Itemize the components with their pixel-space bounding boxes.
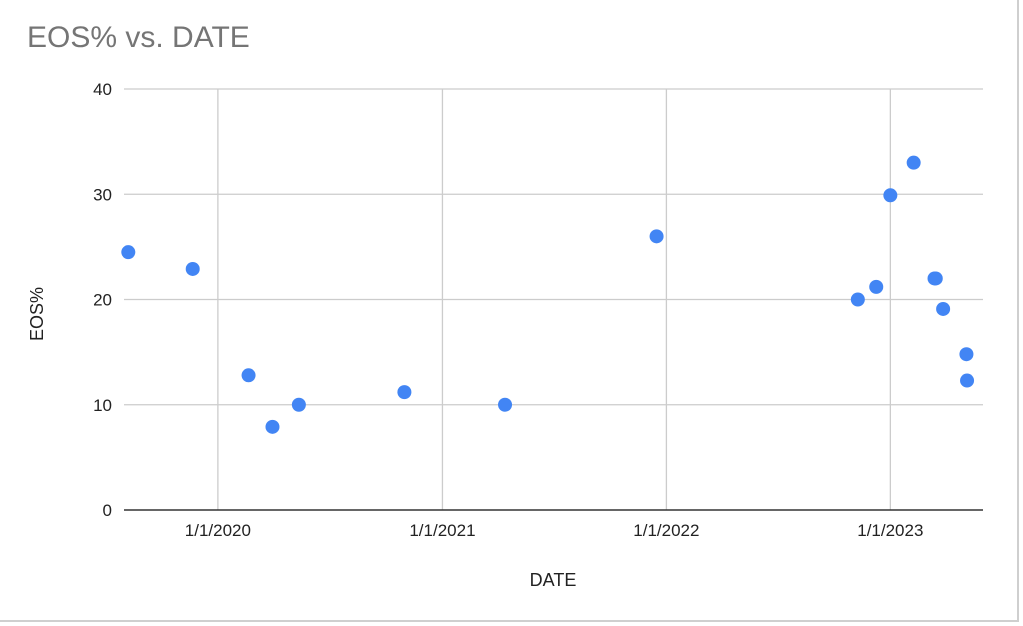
tick-labels: 0 10 20 30 40 1/1/2020 1/1/2021 1/1/2022 1/1/202… bbox=[93, 80, 923, 540]
y-tick-label: 10 bbox=[93, 396, 112, 415]
data-point bbox=[906, 155, 921, 170]
x-tick-label: 1/1/2022 bbox=[633, 521, 699, 540]
data-point bbox=[397, 385, 412, 400]
y-tick-label: 20 bbox=[93, 291, 112, 310]
data-point bbox=[265, 419, 280, 434]
x-tick-label: 1/1/2023 bbox=[857, 521, 923, 540]
data-point bbox=[959, 347, 974, 362]
data-point bbox=[936, 301, 951, 316]
x-tick-label: 1/1/2021 bbox=[409, 521, 475, 540]
data-point bbox=[883, 188, 898, 203]
y-tick-label: 40 bbox=[93, 80, 112, 99]
data-point bbox=[850, 292, 865, 307]
data-point bbox=[498, 397, 513, 412]
data-point bbox=[291, 397, 306, 412]
data-point bbox=[960, 373, 975, 388]
data-points bbox=[121, 155, 975, 434]
grid-lines bbox=[124, 88, 983, 510]
data-point bbox=[185, 261, 200, 276]
data-point bbox=[121, 245, 136, 260]
data-point bbox=[928, 271, 943, 286]
data-point bbox=[649, 229, 664, 244]
x-axis-title: DATE bbox=[530, 570, 577, 590]
chart-title: EOS% vs. DATE bbox=[27, 21, 250, 54]
x-tick-label: 1/1/2020 bbox=[185, 521, 251, 540]
y-axis-title: EOS% bbox=[27, 287, 47, 341]
data-point bbox=[869, 279, 884, 294]
y-tick-label: 0 bbox=[103, 501, 112, 520]
data-point bbox=[241, 368, 256, 383]
y-tick-label: 30 bbox=[93, 185, 112, 204]
